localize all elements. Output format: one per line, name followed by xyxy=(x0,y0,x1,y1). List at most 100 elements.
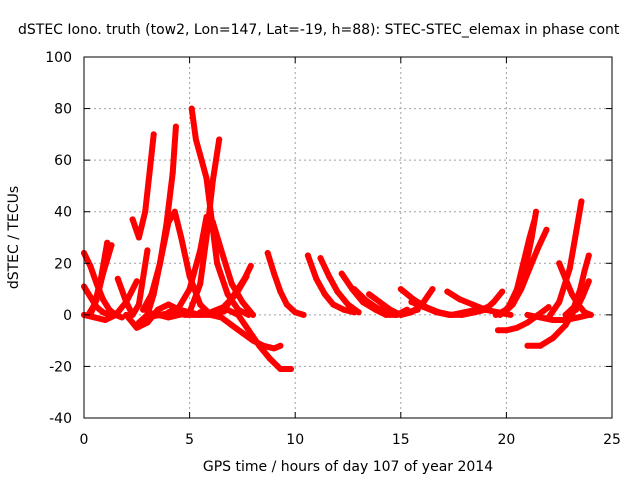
data-point xyxy=(197,247,204,254)
y-tick-label: 20 xyxy=(54,256,72,272)
x-tick-label: 25 xyxy=(603,432,621,448)
data-point xyxy=(300,311,307,318)
data-point xyxy=(326,273,332,280)
y-tick-label: 60 xyxy=(54,153,72,169)
data-point xyxy=(142,208,149,215)
data-point xyxy=(469,301,476,308)
data-point xyxy=(562,275,569,282)
data-point xyxy=(172,123,179,130)
data-point xyxy=(482,306,489,313)
data-point xyxy=(218,314,225,321)
data-point xyxy=(433,309,440,316)
data-point xyxy=(471,309,478,316)
data-point xyxy=(283,301,290,308)
data-point xyxy=(429,286,436,293)
data-point xyxy=(566,265,573,272)
data-point xyxy=(228,322,235,329)
data-point xyxy=(490,299,497,305)
data-point xyxy=(157,260,163,267)
data-point xyxy=(182,311,189,318)
data-point xyxy=(355,309,362,316)
x-axis-label: GPS time / hours of day 107 of year 2014 xyxy=(203,459,493,475)
data-point xyxy=(216,309,223,316)
data-point xyxy=(537,314,544,321)
data-point xyxy=(533,208,539,215)
data-point xyxy=(123,311,130,318)
data-point xyxy=(587,311,594,318)
data-point xyxy=(207,311,214,318)
y-tick-label: -20 xyxy=(49,359,72,375)
data-point xyxy=(87,293,94,300)
data-point xyxy=(148,291,155,298)
data-point xyxy=(549,335,556,342)
data-point xyxy=(579,293,586,300)
data-point xyxy=(250,337,256,344)
data-point xyxy=(144,309,151,316)
data-point xyxy=(150,131,157,138)
data-point xyxy=(578,198,585,205)
data-point xyxy=(573,306,580,313)
data-point xyxy=(247,262,254,269)
data-point xyxy=(144,319,151,326)
x-tick-label: 5 xyxy=(185,432,194,448)
data-point xyxy=(376,299,383,305)
data-point xyxy=(91,314,98,321)
plot-frame xyxy=(83,56,613,419)
data-point xyxy=(492,311,499,318)
data-point xyxy=(581,309,588,316)
data-point xyxy=(209,219,216,225)
series-line xyxy=(564,278,592,318)
data-point xyxy=(543,226,550,233)
data-point xyxy=(171,208,178,215)
data-point xyxy=(524,319,531,326)
data-point xyxy=(112,311,119,318)
data-point xyxy=(456,296,463,303)
data-point xyxy=(509,301,516,308)
data-point xyxy=(186,286,193,293)
data-point xyxy=(524,342,531,349)
series-line xyxy=(87,242,115,318)
data-point xyxy=(535,244,542,251)
data-point xyxy=(157,311,163,318)
data-point xyxy=(100,296,106,303)
data-point xyxy=(135,234,142,241)
data-point xyxy=(568,291,575,298)
data-point xyxy=(169,170,176,176)
data-point xyxy=(317,255,324,262)
data-point xyxy=(338,270,345,277)
data-point xyxy=(140,306,147,313)
data-point xyxy=(277,342,284,349)
data-point xyxy=(556,299,563,305)
data-point xyxy=(499,288,506,295)
x-tick-label: 15 xyxy=(392,432,410,448)
data-point xyxy=(361,296,368,303)
data-point xyxy=(408,299,415,305)
data-point xyxy=(313,275,320,282)
data-point xyxy=(345,301,351,308)
data-point xyxy=(501,309,508,316)
data-point xyxy=(214,260,221,267)
data-point xyxy=(459,311,465,318)
data-point xyxy=(351,286,358,293)
data-point xyxy=(495,327,501,334)
axis-ticks: 0 5 10 15 20 25 -40 -20 0 20 40 60 80 100 xyxy=(45,50,621,448)
data-point xyxy=(260,342,267,349)
data-point xyxy=(239,299,246,305)
y-tick-label: 40 xyxy=(54,205,72,221)
data-point xyxy=(144,247,151,254)
data-point xyxy=(218,247,225,254)
data-point xyxy=(123,299,130,305)
data-point xyxy=(520,260,527,267)
data-point xyxy=(397,311,404,318)
data-point xyxy=(165,301,172,308)
data-point xyxy=(514,324,520,331)
y-tick-label: 100 xyxy=(45,50,72,66)
data-point xyxy=(144,314,151,321)
series-line xyxy=(129,131,157,241)
data-point xyxy=(133,278,140,285)
y-tick-label: -40 xyxy=(49,411,72,427)
data-point xyxy=(135,301,142,308)
data-point xyxy=(197,280,204,287)
data-point xyxy=(526,234,533,241)
data-point xyxy=(408,309,415,316)
